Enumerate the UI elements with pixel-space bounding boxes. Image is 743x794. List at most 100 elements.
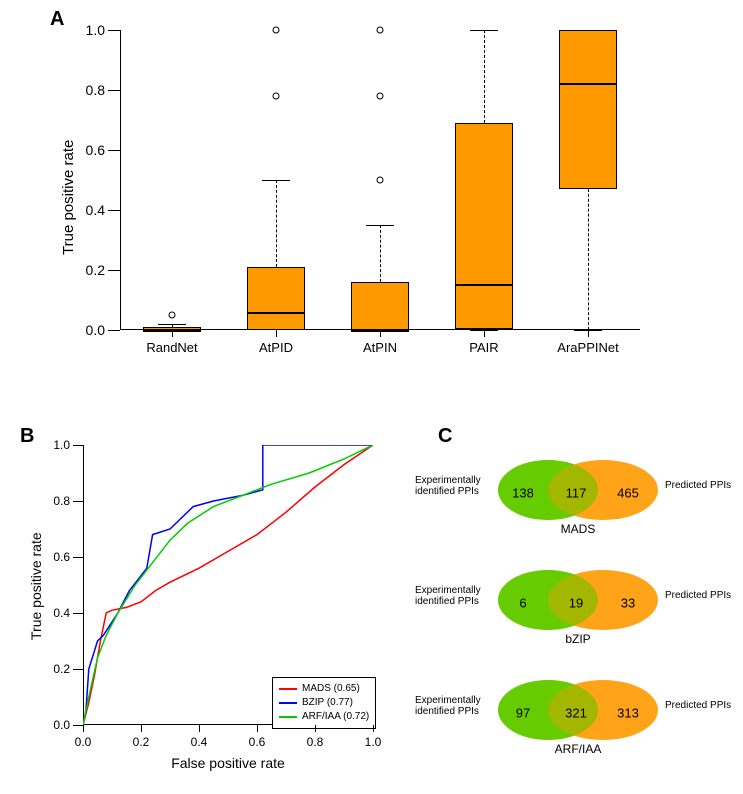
panel-a-outlier	[377, 27, 384, 34]
panel-a-whisker-cap	[158, 324, 187, 325]
venn-right-count: 313	[617, 705, 639, 720]
panel-a-median	[247, 312, 304, 314]
panel-a-box	[351, 282, 408, 330]
panel-b-ytick-label: 0.4	[40, 606, 70, 620]
panel-b-ytick-label: 0.0	[40, 718, 70, 732]
panel-a-ytick-label: 0.2	[70, 262, 105, 278]
venn-diagram: 6 19 33	[488, 560, 668, 640]
panel-a-ytick-label: 0.6	[70, 142, 105, 158]
panel-a-category-label: AtPIN	[363, 340, 397, 355]
panel-a-whisker	[484, 30, 485, 123]
panel-b-ytick	[73, 445, 83, 446]
venn-right-label: Predicted PPIs	[665, 590, 731, 601]
panel-a-ytick-label: 0.4	[70, 202, 105, 218]
panel-a-category-label: RandNet	[146, 340, 197, 355]
panel-a-whisker-cap	[262, 180, 291, 181]
venn-right-label: Predicted PPIs	[665, 480, 731, 491]
panel-b-ytick	[73, 557, 83, 558]
panel-b-ytick-label: 1.0	[40, 438, 70, 452]
panel-a-outlier	[377, 93, 384, 100]
panel-b-xtick	[141, 725, 142, 732]
panel-b-ytick-label: 0.6	[40, 550, 70, 564]
panel-a-xtick	[588, 330, 589, 337]
panel-a-ytick	[108, 30, 120, 31]
panel-b-ytick	[73, 669, 83, 670]
panel-b-label: B	[20, 425, 34, 448]
panel-b-xtick-label: 0.4	[191, 735, 208, 749]
panel-a-whisker	[588, 189, 589, 330]
venn-diagram: 138 117 465	[488, 450, 668, 530]
panel-a-median	[455, 284, 512, 286]
panel-b-ytick-label: 0.8	[40, 494, 70, 508]
panel-b-xtick	[83, 725, 84, 732]
panel-a-whisker	[380, 225, 381, 282]
panel-a-ytick	[108, 210, 120, 211]
figure-page: A True positive rate 0.0 0.2 0.4 0.6 0.8 1.0 R…	[0, 0, 743, 794]
panel-a-box	[247, 267, 304, 330]
venn-overlap-count: 321	[565, 705, 587, 720]
venn-left-label: Experimentallyidentified PPIs	[415, 695, 490, 717]
venn-overlap-count: 117	[566, 485, 587, 500]
venn-left-count: 138	[512, 485, 534, 500]
venn-overlap-count: 19	[569, 595, 583, 610]
venn-diagram: 97 321 313	[488, 670, 668, 750]
legend-swatch	[279, 702, 297, 704]
panel-a-xtick	[484, 330, 485, 337]
legend-row: MADS (0.65)	[279, 682, 369, 696]
panel-a-ytick	[108, 330, 120, 331]
venn-right-count: 465	[617, 485, 639, 500]
panel-a-outlier	[377, 177, 384, 184]
panel-a-category-label: AraPPINet	[557, 340, 618, 355]
panel-b-xtick	[199, 725, 200, 732]
panel-b-ytick	[73, 501, 83, 502]
panel-b-xtick	[315, 725, 316, 732]
venn-right-label: Predicted PPIs	[665, 700, 731, 711]
venn-left-label: Experimentallyidentified PPIs	[415, 475, 490, 497]
legend-row: BZIP (0.77)	[279, 696, 369, 710]
panel-b-xtick-label: 0.6	[249, 735, 266, 749]
legend-label: MADS (0.65)	[302, 682, 360, 696]
panel-a-category-label: AtPID	[259, 340, 293, 355]
panel-a-ytick-label: 1.0	[70, 22, 105, 38]
legend-label: BZIP (0.77)	[302, 696, 353, 710]
panel-a-whisker-cap	[366, 225, 395, 226]
panel-a-whisker-cap	[574, 330, 603, 331]
panel-a-median	[143, 330, 200, 332]
panel-a-whisker	[276, 180, 277, 267]
panel-a-category-label: PAIR	[469, 340, 498, 355]
panel-a-ytick-label: 0.0	[70, 322, 105, 338]
venn-title: ARF/IAA	[488, 742, 668, 756]
panel-b-xtick-label: 0.8	[307, 735, 324, 749]
panel-a-xtick	[276, 330, 277, 337]
venn-left-count: 97	[516, 705, 530, 720]
panel-b-legend: MADS (0.65)BZIP (0.77)ARF/IAA (0.72)	[272, 677, 376, 729]
panel-a-box	[559, 30, 616, 189]
panel-b-ytick	[73, 613, 83, 614]
panel-b-xtick	[257, 725, 258, 732]
legend-swatch	[279, 688, 297, 690]
panel-a-median	[559, 83, 616, 85]
panel-a-ytick	[108, 90, 120, 91]
panel-a-ytick	[108, 270, 120, 271]
panel-b-ytick-label: 0.2	[40, 662, 70, 676]
panel-a-whisker-cap	[470, 330, 499, 331]
panel-b-ylabel: True positive rate	[28, 532, 44, 640]
panel-a-label: A	[50, 8, 64, 31]
panel-a-median	[351, 330, 408, 332]
panel-b-xtick-label: 1.0	[365, 735, 382, 749]
legend-label: ARF/IAA (0.72)	[302, 710, 369, 724]
venn-left-label: Experimentallyidentified PPIs	[415, 585, 490, 607]
venn-title: MADS	[488, 522, 668, 536]
panel-b-xtick-label: 0.0	[75, 735, 92, 749]
venn-right-count: 33	[621, 595, 635, 610]
legend-row: ARF/IAA (0.72)	[279, 710, 369, 724]
panel-a-outlier	[273, 27, 280, 34]
panel-c-label: C	[438, 425, 452, 448]
panel-a-ytick-label: 0.8	[70, 82, 105, 98]
panel-a-whisker-cap	[470, 30, 499, 31]
panel-b-xlabel: False positive rate	[83, 755, 373, 771]
venn-left-count: 6	[519, 595, 526, 610]
legend-swatch	[279, 716, 297, 718]
venn-title: bZIP	[488, 632, 668, 646]
panel-b-xtick-label: 0.2	[133, 735, 150, 749]
